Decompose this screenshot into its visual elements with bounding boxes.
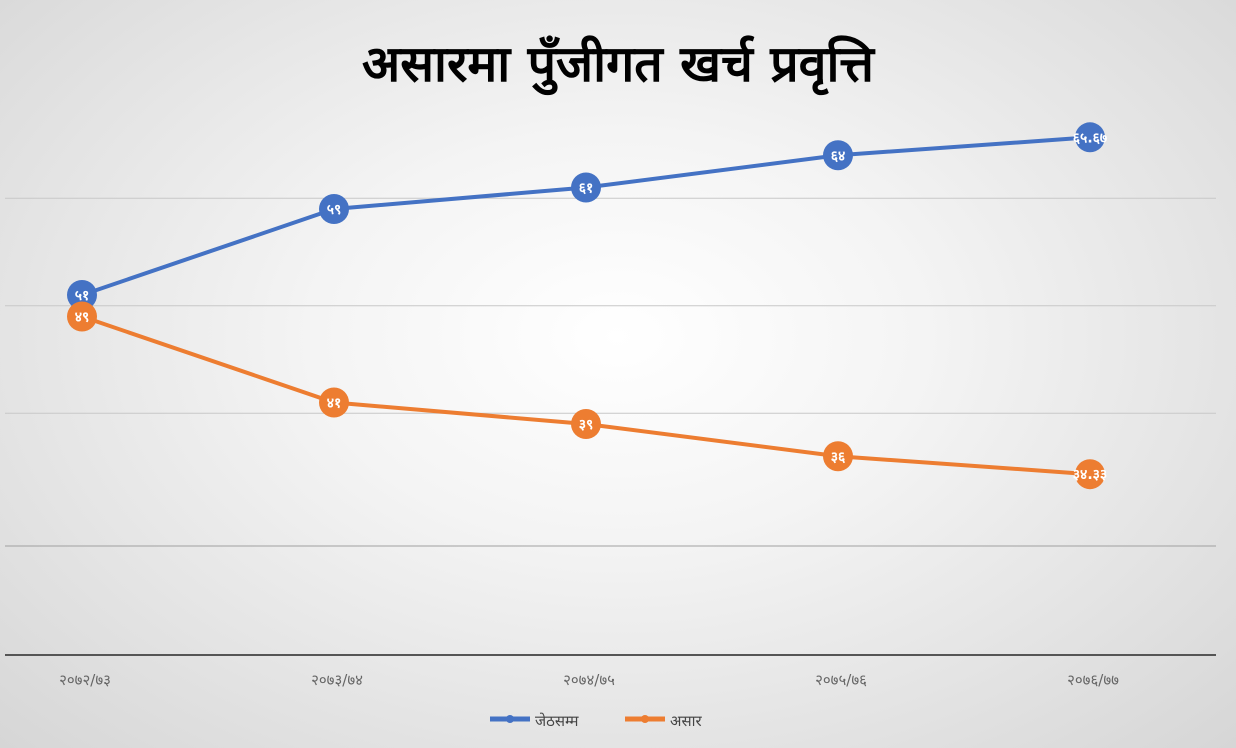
chart-title: असारमा पुँजीगत खर्च प्रवृत्ति	[362, 35, 874, 93]
legend-label: जेठसम्म	[535, 712, 579, 730]
legend-dot	[641, 715, 649, 723]
data-label: ५१	[75, 288, 90, 304]
data-label: ६५.६७	[1073, 130, 1107, 146]
data-label: ४९	[75, 310, 90, 326]
data-point	[319, 387, 349, 418]
data-point	[823, 140, 853, 171]
data-label: ३६	[831, 449, 846, 465]
x-tick-label: २०७५/७६	[815, 671, 867, 689]
data-point	[823, 441, 853, 472]
data-label: ३९	[579, 417, 594, 433]
legend-dot	[506, 715, 514, 723]
x-tick-label: २०७२/७३	[59, 671, 111, 689]
x-tick-label: २०७६/७७	[1067, 671, 1119, 689]
data-label: ६४	[831, 148, 846, 164]
x-tick-label: २०७४/७५	[563, 671, 615, 689]
data-point	[1075, 122, 1105, 153]
data-label: ४१	[327, 396, 342, 412]
data-label: ६१	[579, 181, 594, 197]
data-point	[67, 301, 97, 332]
legend-label: असार	[670, 712, 702, 730]
data-point	[571, 172, 601, 203]
data-point	[319, 194, 349, 224]
series-line-1	[81, 314, 1091, 477]
x-tick-label: २०७३/७४	[311, 671, 363, 689]
data-label: ५९	[327, 202, 342, 218]
data-point	[1075, 459, 1105, 490]
data-point	[571, 409, 601, 439]
data-point	[67, 280, 97, 310]
data-label: ३४.३३	[1073, 467, 1107, 483]
series-line-0	[81, 135, 1091, 297]
